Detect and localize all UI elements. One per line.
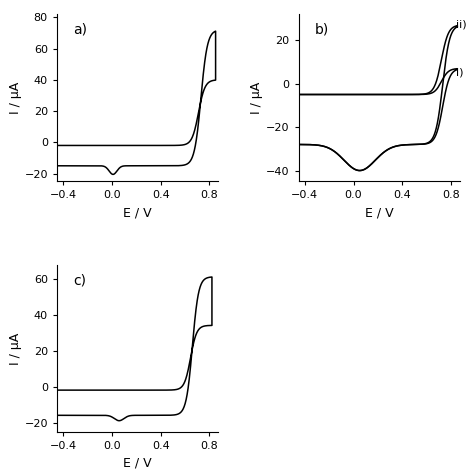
Y-axis label: I / μA: I / μA [9, 82, 22, 114]
Text: c): c) [73, 274, 86, 288]
Y-axis label: I / μA: I / μA [9, 333, 22, 365]
X-axis label: E / V: E / V [365, 206, 393, 219]
Y-axis label: I / μA: I / μA [250, 82, 264, 114]
Text: ii): ii) [456, 20, 467, 30]
X-axis label: E / V: E / V [123, 206, 152, 219]
Text: a): a) [73, 23, 87, 37]
Text: b): b) [315, 23, 329, 37]
Text: i): i) [456, 68, 464, 78]
X-axis label: E / V: E / V [123, 457, 152, 470]
